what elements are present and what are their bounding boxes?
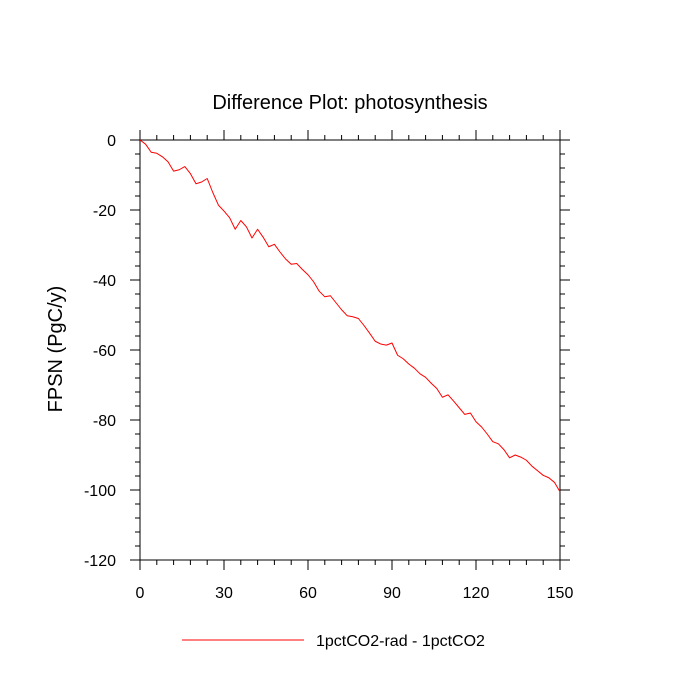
series-line-1 (139, 139, 561, 493)
y-axis-label: FPSN (PgC/y) (45, 286, 67, 413)
plot-frame (139, 139, 561, 561)
y-tick-label: -80 (93, 413, 116, 430)
y-tick-label: -100 (84, 483, 116, 500)
y-tick-label: -40 (93, 273, 116, 290)
legend: 1pctCO2-rad - 1pctCO2 (182, 633, 485, 650)
ticks-layer (130, 130, 570, 570)
x-tick-label: 60 (299, 585, 317, 602)
chart-title: Difference Plot: photosynthesis (212, 92, 487, 114)
x-tick-label: 150 (547, 585, 574, 602)
tick-labels-layer: 0 30 60 90 120 150 0 -20 -40 -60 -80 -100 -120 (84, 133, 573, 602)
x-tick-label: 120 (463, 585, 490, 602)
x-tick-label: 30 (215, 585, 233, 602)
x-tick-label: 90 (383, 585, 401, 602)
y-tick-label: -60 (93, 343, 116, 360)
y-tick-label: -20 (93, 203, 116, 220)
series-layer (139, 139, 561, 493)
x-tick-label: 0 (136, 585, 145, 602)
legend-label-series-1: 1pctCO2-rad - 1pctCO2 (316, 633, 485, 650)
y-tick-label: 0 (107, 133, 116, 150)
y-tick-label: -120 (84, 553, 116, 570)
